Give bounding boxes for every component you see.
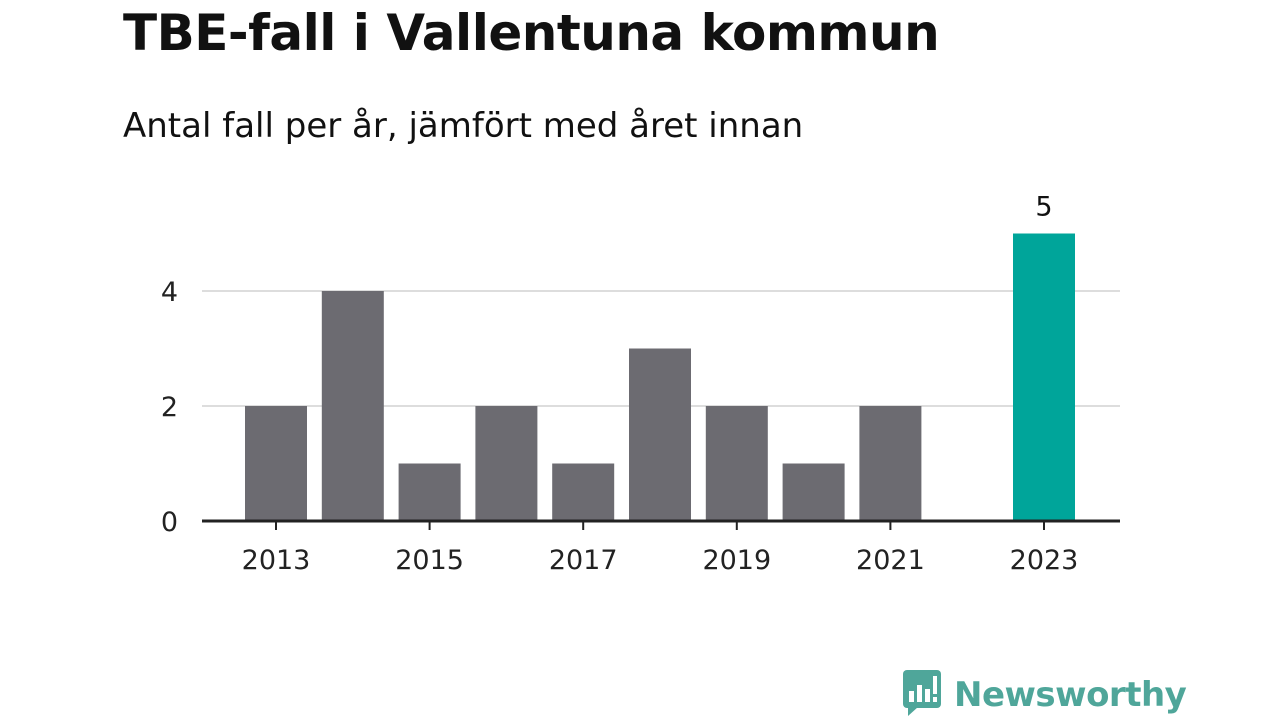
bar-2020 — [782, 463, 845, 521]
bar-2016 — [475, 406, 538, 521]
bar-2017 — [552, 463, 615, 521]
brand-logo: Newsworthy — [902, 669, 1187, 721]
bar-2019 — [705, 406, 768, 521]
x-tick-label-2021: 2021 — [856, 545, 925, 576]
labels: 0 2 4 2013 2015 2017 2019 2021 2023 5 — [161, 192, 1079, 577]
y-tick-label-2: 2 — [161, 392, 178, 423]
chart-subtitle: Antal fall per år, jämfört med året inna… — [123, 106, 804, 146]
bar-2015 — [398, 463, 461, 521]
bar-2014 — [321, 291, 384, 521]
brand-name: Newsworthy — [954, 675, 1187, 715]
chart-title: TBE-fall i Vallentuna kommun — [123, 4, 940, 62]
x-tick-label-2013: 2013 — [242, 545, 311, 576]
x-tick-label-2017: 2017 — [549, 545, 618, 576]
y-tick-label-4: 4 — [161, 277, 178, 308]
x-tick-label-2023: 2023 — [1010, 545, 1079, 576]
y-tick-label-0: 0 — [161, 507, 178, 538]
data-label-2023: 5 — [1035, 192, 1052, 223]
axes — [202, 519, 1120, 530]
bar-2018 — [629, 348, 691, 521]
bar-chart: 0 2 4 2013 2015 2017 2019 2021 2023 5 — [161, 192, 1120, 577]
bars — [245, 233, 1075, 521]
bar-2021 — [859, 406, 922, 521]
x-tick-label-2019: 2019 — [702, 545, 771, 576]
bar-chart-bubble-icon — [902, 669, 942, 721]
bar-2013 — [245, 406, 307, 521]
x-tick-label-2015: 2015 — [395, 545, 464, 576]
bar-2023 — [1013, 233, 1075, 521]
